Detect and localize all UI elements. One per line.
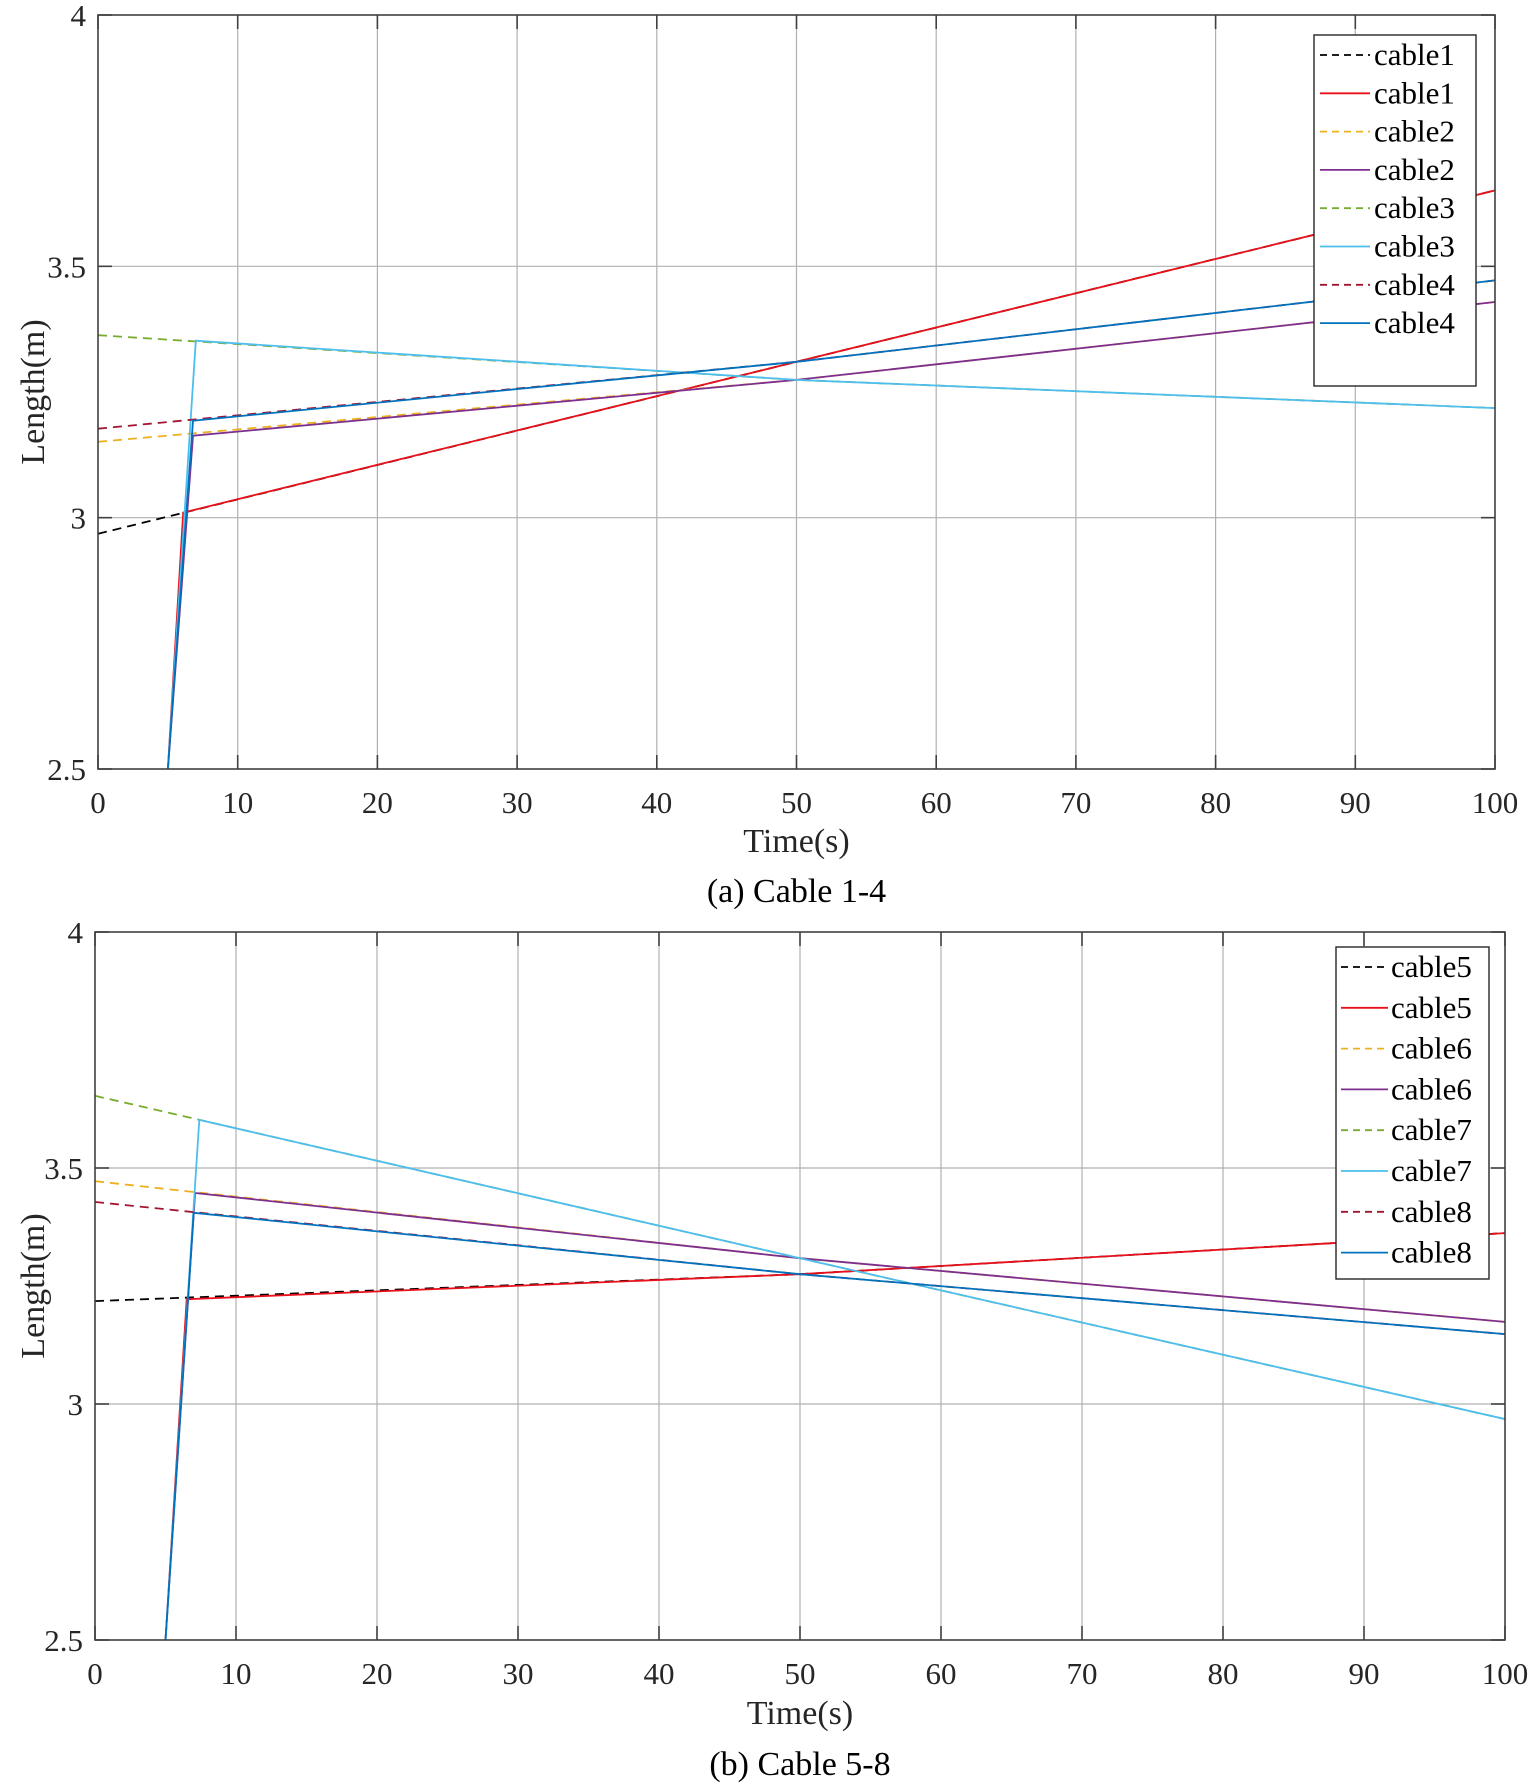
- legend-label: cable4: [1374, 305, 1455, 340]
- legend-label: cable2: [1374, 114, 1455, 149]
- x-tick-label: 30: [503, 1656, 534, 1691]
- legend-label: cable3: [1374, 229, 1455, 264]
- x-tick-label: 70: [1067, 1656, 1098, 1691]
- series-cable5-solid: [164, 1232, 1505, 1640]
- x-tick-label: 10: [221, 1656, 252, 1691]
- y-tick-label: 3.5: [47, 249, 86, 284]
- x-axis-label: Time(s): [747, 1695, 853, 1732]
- legend-label: cable6: [1391, 1071, 1472, 1106]
- x-tick-label: 0: [90, 785, 106, 820]
- y-tick-label: 4: [71, 0, 87, 33]
- x-tick-label: 0: [87, 1656, 103, 1691]
- x-tick-label: 30: [502, 785, 533, 820]
- y-tick-label: 3: [71, 501, 87, 536]
- x-tick-label: 50: [785, 1656, 816, 1691]
- x-tick-label: 10: [222, 785, 253, 820]
- legend-label: cable8: [1391, 1194, 1472, 1229]
- series-cable7-solid: [164, 1118, 1505, 1640]
- x-tick-label: 90: [1349, 1656, 1380, 1691]
- legend-label: cable8: [1391, 1235, 1472, 1270]
- x-tick-label: 80: [1200, 785, 1231, 820]
- x-tick-label: 40: [644, 1656, 675, 1691]
- x-tick-label: 80: [1208, 1656, 1239, 1691]
- legend-label: cable5: [1391, 990, 1472, 1025]
- legend-label: cable1: [1374, 37, 1455, 72]
- legend-label: cable6: [1391, 1031, 1472, 1066]
- figure-caption: (b) Cable 5-8: [709, 1746, 890, 1783]
- x-tick-label: 70: [1060, 785, 1091, 820]
- legend-label: cable7: [1391, 1112, 1472, 1147]
- figure-caption: (a) Cable 1-4: [707, 873, 886, 910]
- legend-label: cable5: [1391, 949, 1472, 984]
- x-tick-label: 60: [921, 785, 952, 820]
- x-tick-label: 50: [781, 785, 812, 820]
- series-cable8-solid: [164, 1211, 1505, 1640]
- legend: cable1cable1cable2cable2cable3cable3cabl…: [1313, 34, 1477, 387]
- series-cable4-solid: [167, 279, 1495, 769]
- series-cable1-solid: [167, 189, 1495, 769]
- y-tick-label: 2.5: [47, 752, 86, 787]
- legend-box: [1335, 946, 1490, 1280]
- x-tick-label: 40: [641, 785, 672, 820]
- legend-label: cable1: [1374, 75, 1455, 110]
- series-cable6-solid: [164, 1192, 1505, 1640]
- series-cable2-dashed: [98, 301, 1495, 443]
- x-tick-label: 90: [1340, 785, 1371, 820]
- y-axis-label: Length(m): [15, 1213, 52, 1358]
- x-tick-label: 20: [362, 785, 393, 820]
- x-tick-label: 60: [926, 1656, 957, 1691]
- legend: cable5 cable5 cable6 cable6 cable7 cable7 cabl…: [1335, 946, 1490, 1280]
- series-cable3-solid: [167, 339, 1495, 769]
- x-tick-label: 100: [1482, 1656, 1529, 1691]
- panel-a-cable-1-4: cable1cable1cable2cable2cable3cable3cabl…: [15, 0, 1518, 910]
- y-tick-label: 2.5: [44, 1623, 83, 1658]
- legend-label: cable4: [1374, 267, 1455, 302]
- series-cable2-solid: [167, 301, 1495, 769]
- y-tick-label: 3.5: [44, 1151, 83, 1186]
- x-axis-label: Time(s): [743, 823, 849, 860]
- panel-b-cable-5-8: cable5 cable5 cable6 cable6 cable7 cable7 cabl…: [15, 915, 1528, 1783]
- legend-label: cable3: [1374, 190, 1455, 225]
- x-tick-label: 100: [1472, 785, 1519, 820]
- y-tick-label: 4: [68, 915, 84, 950]
- y-tick-label: 3: [68, 1387, 84, 1422]
- y-axis-label: Length(m): [15, 319, 52, 464]
- x-tick-label: 20: [362, 1656, 393, 1691]
- legend-label: cable2: [1374, 152, 1455, 187]
- legend-label: cable7: [1391, 1153, 1472, 1188]
